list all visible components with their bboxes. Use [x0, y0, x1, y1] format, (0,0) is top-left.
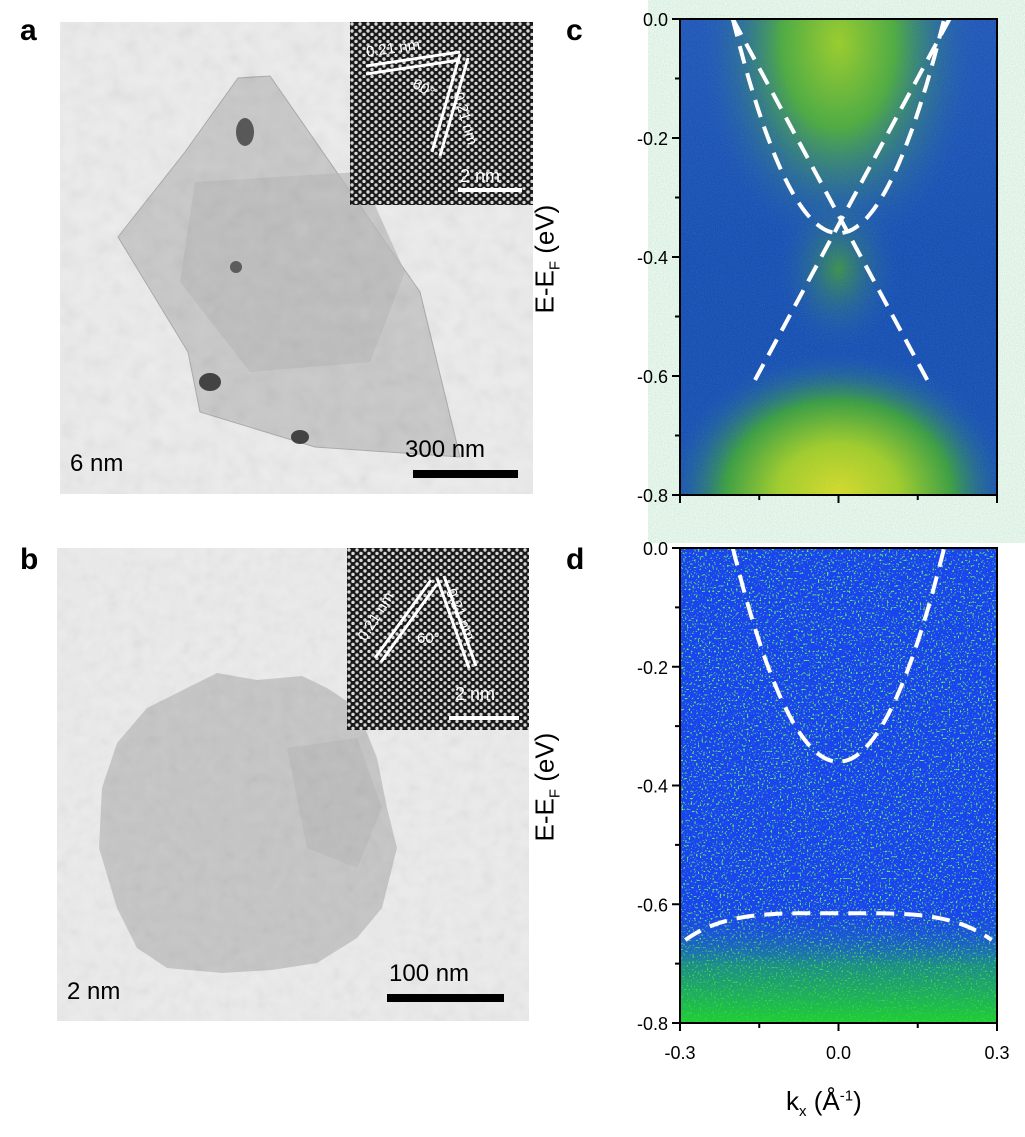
scalebar-b	[387, 994, 504, 1002]
heatmap-grain-c	[680, 19, 997, 495]
y-axis-title-d-main: E-E	[529, 798, 560, 842]
y-axis-title-d-sub: F	[546, 789, 564, 799]
inset-scale-label-b: 2 nm	[455, 684, 496, 704]
heatmap-lower-intensity-d	[680, 548, 997, 1023]
band-d-1	[684, 911, 993, 942]
ytick-label-d-1: -0.2	[637, 658, 668, 678]
scalebar-a	[413, 470, 518, 478]
lattice-angle-b: 60°	[417, 630, 440, 647]
inset-scale-label-a: 2 nm	[460, 166, 501, 186]
ytick-label-c-2: -0.4	[637, 248, 668, 268]
tem-image-a: 6 nm 300 nm 0.21 nm 0.21 nm 60° 2 nm	[60, 22, 533, 494]
xtick-label-2: 0.3	[984, 1043, 1009, 1063]
tem-flake-a	[60, 22, 533, 494]
ytick-label-c-1: -0.2	[637, 129, 668, 149]
ytick-label-d-4: -0.8	[637, 1014, 668, 1034]
panel-d-letter: d	[566, 543, 585, 576]
xtick-label-1: 0.0	[826, 1043, 851, 1063]
ytick-label-c-3: -0.6	[637, 367, 668, 387]
thickness-label-a: 6 nm	[70, 450, 124, 477]
band-c-0	[730, 18, 947, 236]
panel-b-letter: b	[20, 543, 39, 576]
ytick-label-c-4: -0.8	[637, 486, 668, 506]
lattice-pattern-b	[347, 548, 529, 730]
band-c-2	[752, 18, 952, 383]
x-axis-title-main: k	[786, 1086, 799, 1116]
x-axis-title-sub: x	[799, 1103, 807, 1121]
panel-a-letter: a	[20, 14, 37, 47]
scalebar-label-a: 300 nm	[405, 436, 486, 463]
band-d-0	[730, 547, 947, 764]
inset-scalebar-a	[458, 188, 522, 192]
tem-image-b: 2 nm 100 nm 0.21 nm 0.21 nm 60° 2 nm	[57, 548, 529, 1021]
ytick-label-d-0: 0.0	[643, 539, 668, 559]
ytick-label-c-0: 0.0	[643, 10, 668, 30]
x-axis-title-unit: (Å	[806, 1086, 840, 1116]
ytick-label-d-3: -0.6	[637, 895, 668, 915]
hrtem-inset-a: 0.21 nm 0.21 nm 60° 2 nm	[350, 22, 533, 205]
inset-scalebar-b	[449, 716, 519, 720]
xtick-label-0: -0.3	[664, 1043, 695, 1063]
hrtem-inset-b: 0.21 nm 0.21 nm 60° 2 nm	[347, 548, 529, 730]
x-axis-title: kx (Å-1)	[786, 1086, 862, 1120]
panel-c-letter: c	[566, 14, 583, 47]
x-axis-title-close: )	[853, 1086, 862, 1116]
lattice-pattern-a	[350, 22, 533, 205]
band-c-1	[731, 18, 931, 383]
y-axis-title-d: E-EF (eV)	[529, 733, 563, 842]
thickness-label-b: 2 nm	[67, 978, 121, 1005]
ytick-label-d-2: -0.4	[637, 777, 668, 797]
y-axis-title-d-unit: (eV)	[529, 732, 560, 790]
scalebar-label-b: 100 nm	[389, 960, 470, 987]
x-axis-title-sup: -1	[839, 1087, 854, 1105]
